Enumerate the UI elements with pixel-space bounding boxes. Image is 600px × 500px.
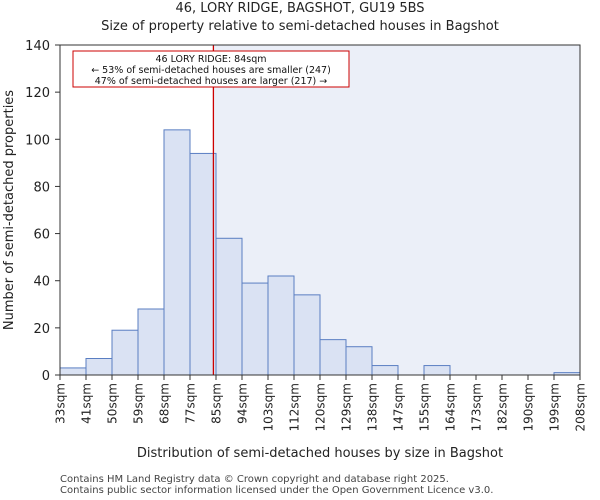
x-axis-label: Distribution of semi-detached houses by … — [137, 446, 503, 461]
x-tick-label: 94sqm — [236, 383, 250, 424]
y-tick-label: 120 — [25, 86, 50, 101]
x-tick-label: 208sqm — [574, 383, 588, 431]
x-tick-label: 120sqm — [314, 383, 328, 431]
x-tick-label: 138sqm — [366, 383, 380, 431]
x-tick-label: 59sqm — [132, 383, 146, 424]
footer-copyright: Contains HM Land Registry data © Crown c… — [60, 474, 449, 485]
annotation-line-2: ← 53% of semi-detached houses are smalle… — [91, 65, 331, 76]
x-tick-label: 190sqm — [522, 383, 536, 431]
x-tick-label: 129sqm — [340, 383, 354, 431]
bar-41sqm — [85, 358, 113, 376]
x-tick-label: 112sqm — [288, 383, 302, 431]
bar-68sqm — [163, 129, 191, 376]
bar-50sqm — [111, 329, 139, 376]
x-tick-label: 173sqm — [470, 383, 484, 431]
x-tick-label: 155sqm — [418, 383, 432, 431]
y-tick-label: 100 — [25, 133, 50, 148]
bar-77sqm — [189, 152, 217, 376]
y-axis-label: Number of semi-detached properties — [2, 90, 17, 330]
bar-120sqm — [319, 339, 347, 376]
x-tick-label: 68sqm — [158, 383, 172, 424]
y-tick-label: 20 — [33, 322, 50, 337]
x-tick-label: 164sqm — [444, 383, 458, 431]
x-tick-label: 77sqm — [184, 383, 198, 424]
x-tick-label: 182sqm — [496, 383, 510, 431]
y-tick-label: 140 — [25, 39, 50, 54]
bar-129sqm — [345, 346, 373, 376]
bar-59sqm — [137, 308, 165, 376]
chart-subtitle: Size of property relative to semi-detach… — [101, 19, 499, 34]
x-tick-label: 50sqm — [106, 383, 120, 424]
bar-155sqm — [423, 365, 451, 376]
x-tick-label: 199sqm — [548, 383, 562, 431]
x-tick-label: 33sqm — [54, 383, 68, 424]
chart-title: 46, LORY RIDGE, BAGSHOT, GU19 5BS — [175, 1, 425, 16]
y-tick-label: 60 — [33, 228, 50, 243]
bar-94sqm — [241, 282, 269, 376]
bar-33sqm — [59, 367, 87, 376]
annotation-box: 46 LORY RIDGE: 84sqm ← 53% of semi-detac… — [72, 50, 350, 88]
x-tick-label: 147sqm — [392, 383, 406, 431]
y-tick-label: 80 — [33, 180, 50, 195]
bar-103sqm — [267, 275, 295, 376]
y-tick-label: 0 — [42, 369, 50, 384]
bar-85sqm — [215, 237, 243, 376]
footer-licence: Contains public sector information licen… — [60, 485, 494, 496]
x-tick-label: 85sqm — [210, 383, 224, 424]
annotation-line-3: 47% of semi-detached houses are larger (… — [95, 76, 328, 87]
x-tick-label: 41sqm — [80, 383, 94, 424]
y-tick-label: 40 — [33, 275, 50, 290]
bar-138sqm — [371, 365, 399, 376]
x-tick-label: 103sqm — [262, 383, 276, 431]
bar-112sqm — [293, 294, 321, 376]
annotation-line-1: 46 LORY RIDGE: 84sqm — [156, 54, 267, 65]
